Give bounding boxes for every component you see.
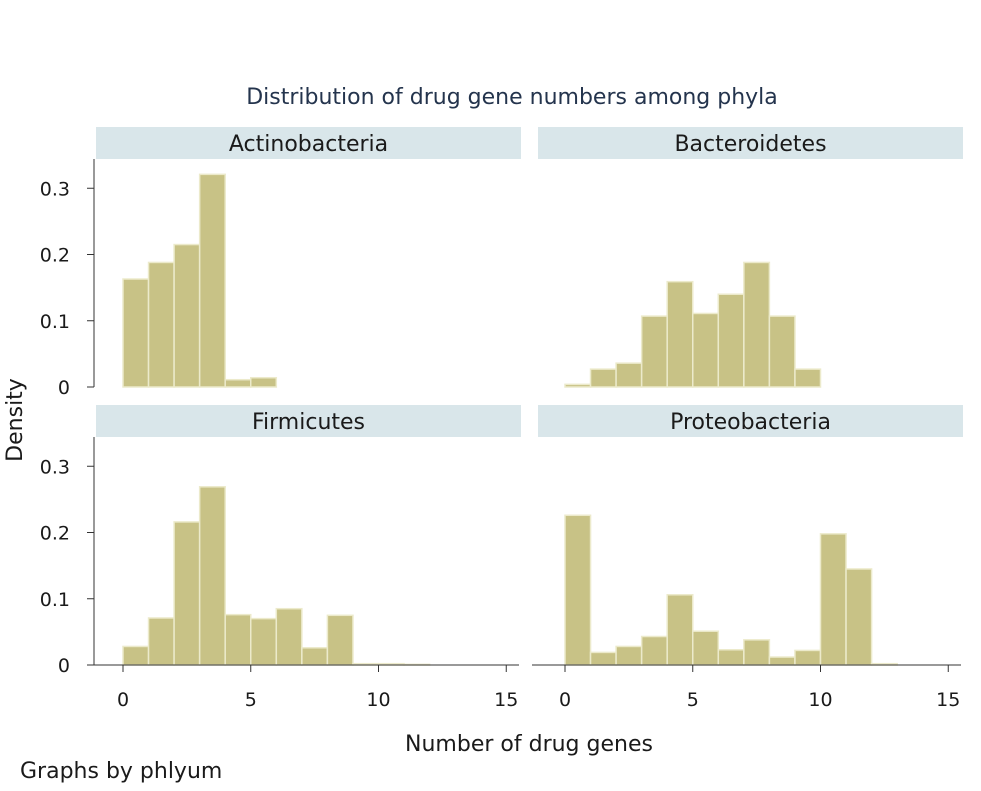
graphs-by-note: Graphs by phlyum: [20, 759, 222, 784]
bar-proteobacteria-7: [743, 639, 771, 666]
panel-title-firmicutes: Firmicutes: [252, 410, 365, 435]
x-axis-title: Number of drug genes: [405, 732, 653, 757]
bar-firmicutes-4: [224, 613, 252, 666]
bar-proteobacteria-4: [666, 594, 694, 666]
bar-proteobacteria-0: [564, 514, 592, 666]
y-tick-label-firmicutes-0: 0: [58, 655, 70, 677]
bar-actinobacteria-3: [198, 173, 226, 388]
panel-bacteroidetes: Bacteroidetes: [538, 127, 963, 388]
y-tick-label-firmicutes-2: 0.2: [40, 523, 70, 545]
bar-firmicutes-7: [301, 647, 329, 666]
bar-firmicutes-0: [122, 645, 150, 666]
bar-proteobacteria-6: [717, 649, 745, 666]
bar-actinobacteria-1: [147, 261, 175, 388]
x-tick-label-proteobacteria-1: 5: [687, 689, 699, 711]
bar-actinobacteria-4: [224, 378, 252, 388]
y-tick-label-actinobacteria-0: 0: [58, 377, 70, 399]
bar-bacteroidetes-1: [589, 368, 617, 388]
panel-strip-firmicutes: [96, 405, 521, 437]
y-tick-label-actinobacteria-3: 0.3: [40, 178, 70, 200]
panel-strip-bacteroidetes: [538, 127, 963, 159]
x-tick-label-firmicutes-1: 5: [245, 689, 257, 711]
bar-bacteroidetes-4: [666, 280, 694, 388]
x-tick-label-proteobacteria-3: 15: [936, 689, 960, 711]
bar-bacteroidetes-5: [692, 312, 720, 388]
bar-proteobacteria-3: [640, 635, 668, 666]
panels-layer: Actinobacteria 0 0.1 0.2 0.3 Bacteroidetes Fir…: [40, 127, 963, 711]
y-tick-label-firmicutes-3: 0.3: [40, 456, 70, 478]
panel-strip-actinobacteria: [96, 127, 521, 159]
bar-proteobacteria-11: [845, 568, 873, 666]
bar-firmicutes-2: [173, 521, 201, 666]
chart-title: Distribution of drug gene numbers among …: [246, 85, 778, 110]
bar-bacteroidetes-6: [717, 293, 745, 388]
y-tick-label-actinobacteria-2: 0.2: [40, 245, 70, 267]
panel-title-bacteroidetes: Bacteroidetes: [674, 132, 826, 157]
x-tick-label-proteobacteria-0: 0: [559, 689, 571, 711]
x-tick-label-proteobacteria-2: 10: [808, 689, 832, 711]
bar-proteobacteria-8: [768, 656, 796, 666]
bar-bacteroidetes-3: [640, 315, 668, 388]
panel-actinobacteria: Actinobacteria 0 0.1 0.2 0.3: [40, 127, 521, 399]
bar-bacteroidetes-9: [794, 368, 822, 388]
bar-firmicutes-3: [198, 486, 226, 666]
panel-firmicutes: Firmicutes 0 0.1 0.2 0.3 0 5 10 15: [40, 405, 521, 711]
bar-actinobacteria-2: [173, 243, 201, 388]
bar-firmicutes-1: [147, 617, 175, 666]
x-tick-label-firmicutes-2: 10: [366, 689, 390, 711]
panel-proteobacteria: Proteobacteria 0 5 10 15: [532, 405, 963, 711]
bar-proteobacteria-5: [692, 630, 720, 666]
bar-actinobacteria-5: [250, 376, 278, 388]
x-tick-label-firmicutes-0: 0: [117, 689, 129, 711]
bar-firmicutes-8: [326, 614, 354, 666]
panel-strip-proteobacteria: [538, 405, 963, 437]
bar-firmicutes-6: [275, 607, 303, 666]
bar-bacteroidetes-7: [743, 261, 771, 388]
y-tick-label-actinobacteria-1: 0.1: [40, 311, 70, 333]
y-axis-title: Density: [3, 378, 28, 462]
panel-title-actinobacteria: Actinobacteria: [229, 132, 388, 157]
x-tick-label-firmicutes-3: 15: [494, 689, 518, 711]
bar-firmicutes-5: [250, 617, 278, 666]
bar-proteobacteria-10: [819, 533, 847, 666]
bar-bacteroidetes-0: [564, 383, 592, 388]
bar-bacteroidetes-2: [615, 362, 643, 388]
bar-proteobacteria-1: [589, 651, 617, 666]
bar-bacteroidetes-8: [768, 315, 796, 388]
y-tick-label-firmicutes-1: 0.1: [40, 589, 70, 611]
bar-actinobacteria-0: [122, 278, 150, 388]
panel-title-proteobacteria: Proteobacteria: [670, 410, 831, 435]
bar-proteobacteria-9: [794, 649, 822, 666]
bar-proteobacteria-2: [615, 645, 643, 666]
